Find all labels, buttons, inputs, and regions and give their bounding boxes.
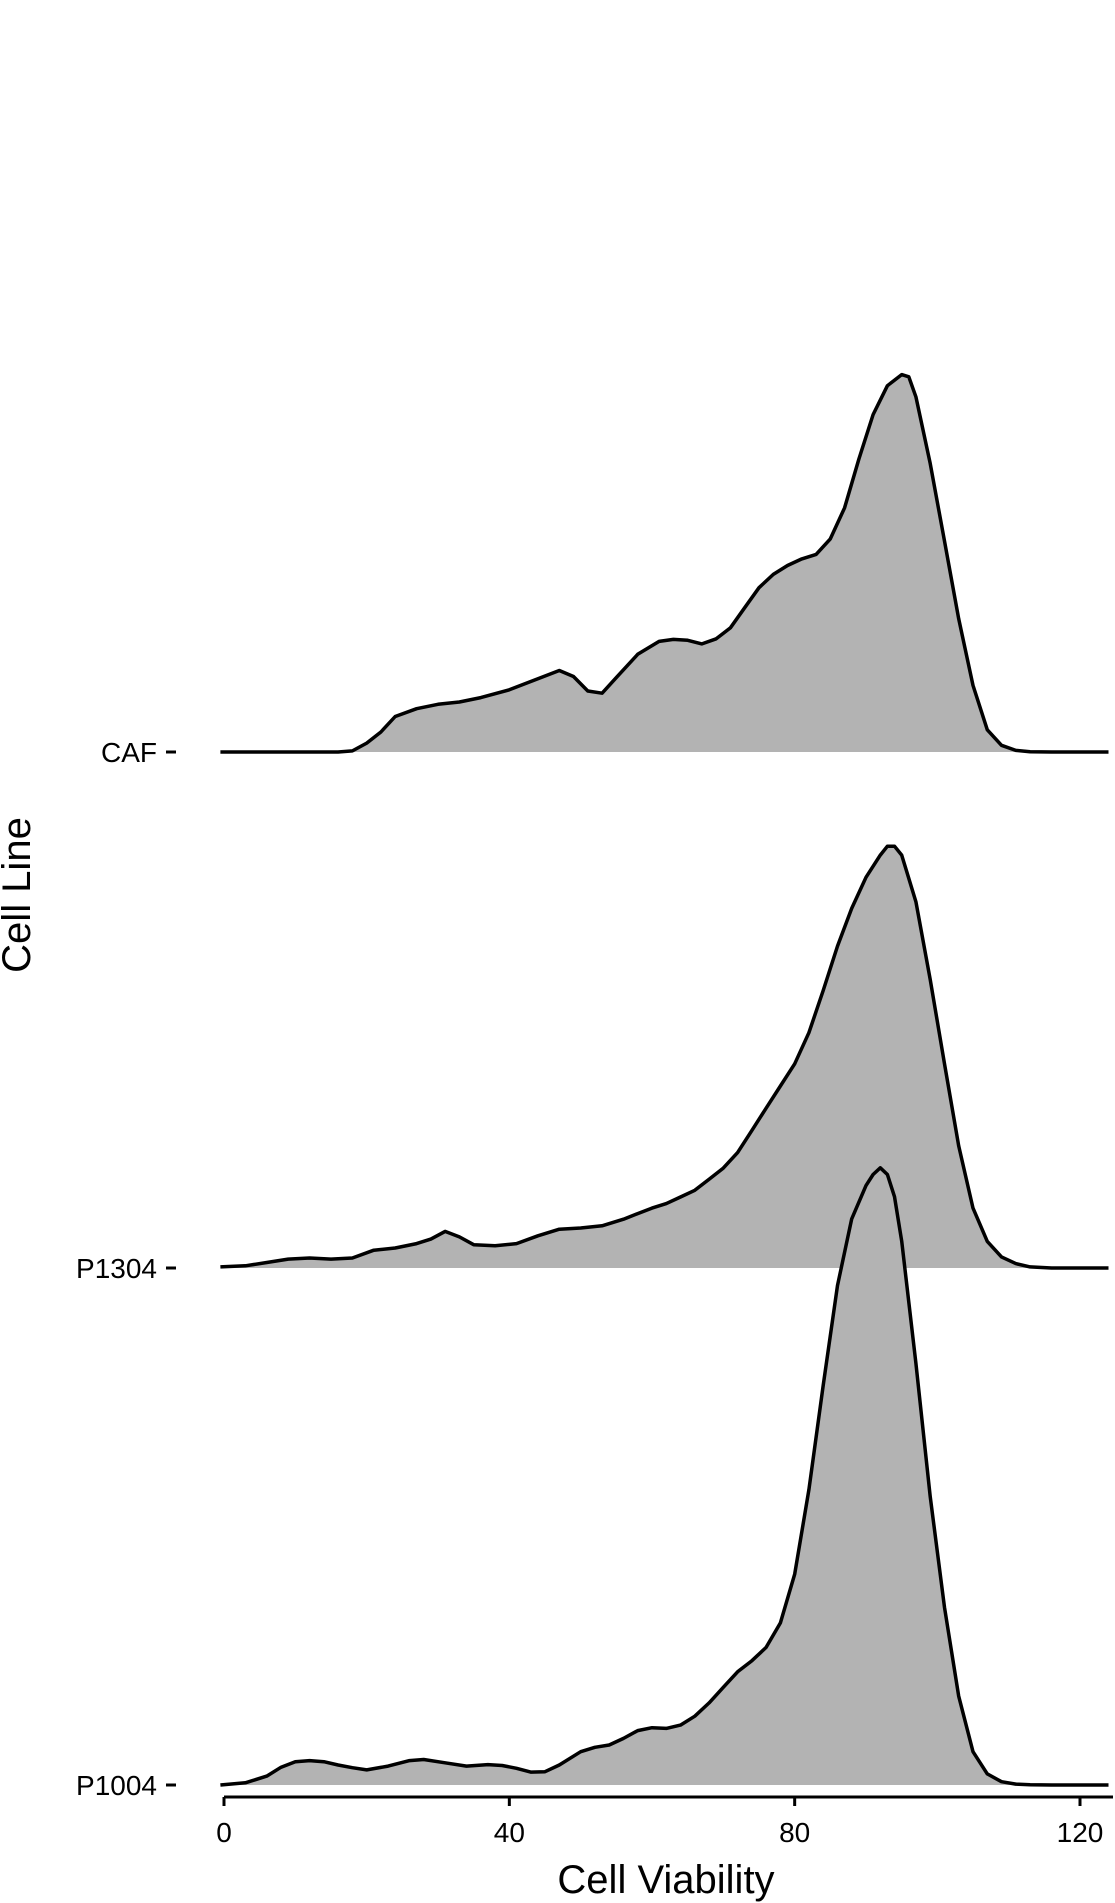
x-tick-label-120: 120 xyxy=(1057,1817,1104,1848)
y-tick-label-p1304: P1304 xyxy=(76,1253,157,1284)
ridge-caf xyxy=(220,372,1109,754)
ridges-layer xyxy=(220,372,1109,1787)
ridge-line-caf xyxy=(220,372,1109,754)
y-axis-title: Cell Line xyxy=(0,817,39,973)
x-tick-label-0: 0 xyxy=(216,1817,232,1848)
x-tick-label-40: 40 xyxy=(494,1817,525,1848)
x-axis-title: Cell Viability xyxy=(557,1858,774,1902)
x-axis: 0 40 80 120 xyxy=(216,1795,1113,1848)
ridge-area-p1304 xyxy=(220,846,1109,1268)
ridge-area-p1004 xyxy=(220,1167,1109,1785)
ridge-line-p1304 xyxy=(220,844,1109,1270)
ridge-p1004 xyxy=(220,1166,1109,1787)
ridge-line-p1004 xyxy=(220,1166,1109,1787)
x-tick-label-80: 80 xyxy=(779,1817,810,1848)
ridge-p1304 xyxy=(220,844,1109,1270)
y-axis: CAF P1304 P1004 xyxy=(76,737,176,1801)
y-tick-label-p1004: P1004 xyxy=(76,1770,157,1801)
ridge-area-caf xyxy=(220,374,1109,752)
y-tick-label-caf: CAF xyxy=(101,737,157,768)
